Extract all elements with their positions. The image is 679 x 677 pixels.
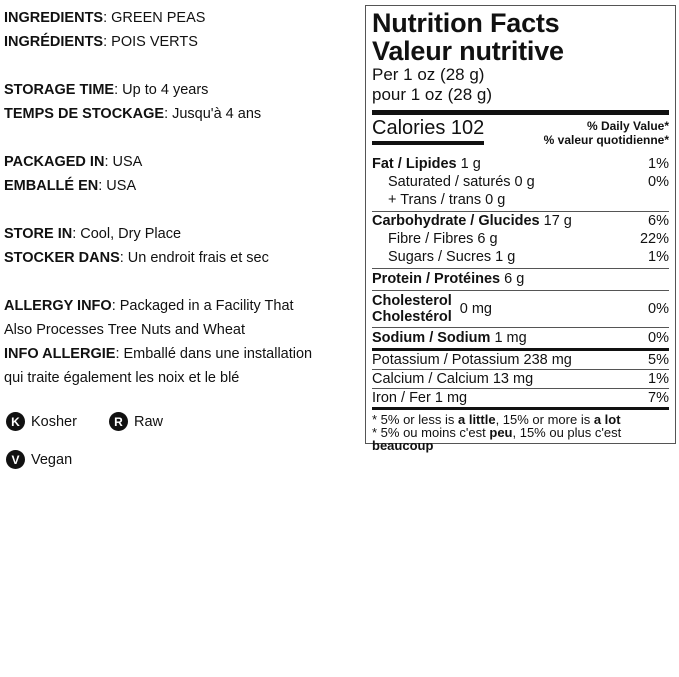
iron-row: Iron / Fer 1 mg 7% (372, 390, 669, 406)
info-line: INGREDIENTS: GREEN PEAS (4, 10, 206, 26)
info-line: INFO ALLERGIE: Emballé dans une installa… (4, 346, 313, 362)
info-line: PACKAGED IN: USA (4, 154, 143, 170)
trans-row: + Trans / trans 0 g (388, 192, 506, 208)
carb-row: Carbohydrate / Glucides 17 g 6% (372, 213, 669, 229)
kosher-badge: K Kosher (6, 412, 77, 431)
footnote: * 5% or less is a little, 15% or more is… (372, 412, 622, 453)
potassium-row: Potassium / Potassium 238 mg 5% (372, 352, 669, 368)
vegan-label: Vegan (31, 451, 73, 468)
nutrition-facts-label: Nutrition Facts Valeur nutritive Per 1 o… (365, 5, 676, 452)
info-line: qui traite également les noix et le blé (4, 370, 240, 386)
serving-en: Per 1 oz (28 g) (372, 65, 485, 84)
title-fr: Valeur nutritive (372, 36, 564, 66)
raw-label: Raw (134, 413, 164, 430)
kosher-icon: K (6, 412, 25, 431)
calcium-row: Calcium / Calcium 13 mg 1% (372, 371, 669, 387)
info-line: STORE IN: Cool, Dry Place (4, 226, 182, 242)
cholesterol-row: Cholesterol Cholestérol 0 mg 0% (372, 293, 669, 325)
info-line: INGRÉDIENTS: POIS VERTS (4, 34, 198, 50)
kosher-label: Kosher (31, 413, 77, 430)
vegan-icon: V (6, 450, 25, 469)
info-line: Also Processes Tree Nuts and Wheat (4, 322, 245, 338)
info-line: STOCKER DANS: Un endroit frais et sec (4, 250, 269, 266)
dv-fr: % valeur quotidienne* (543, 133, 669, 147)
saturated-row: Saturated / saturés 0 g 0% (388, 174, 669, 190)
fibre-row: Fibre / Fibres 6 g 22% (388, 231, 669, 247)
dv-en: % Daily Value* (586, 119, 669, 133)
calories: Calories 102 (372, 115, 485, 145)
info-line: EMBALLÉ EN: USA (4, 178, 137, 194)
info-line: ALLERGY INFO: Packaged in a Facility Tha… (4, 298, 294, 314)
raw-badge: R Raw (109, 412, 163, 431)
sugars-row: Sugars / Sucres 1 g 1% (388, 249, 669, 265)
product-info: INGREDIENTS: GREEN PEAS INGRÉDIENTS: POIS… (4, 6, 364, 390)
serving-fr: pour 1 oz (28 g) (372, 85, 493, 104)
info-line: STORAGE TIME: Up to 4 years (4, 82, 209, 98)
fat-row: Fat / Lipides 1 g 1% (372, 156, 669, 172)
raw-icon: R (109, 412, 128, 431)
info-line: TEMPS DE STOCKAGE: Jusqu'à 4 ans (4, 106, 262, 122)
sodium-row: Sodium / Sodium 1 mg 0% (372, 330, 669, 346)
vegan-badge: V Vegan (6, 450, 72, 469)
title-en: Nutrition Facts (372, 8, 560, 38)
protein-row: Protein / Protéines 6 g (372, 271, 525, 287)
